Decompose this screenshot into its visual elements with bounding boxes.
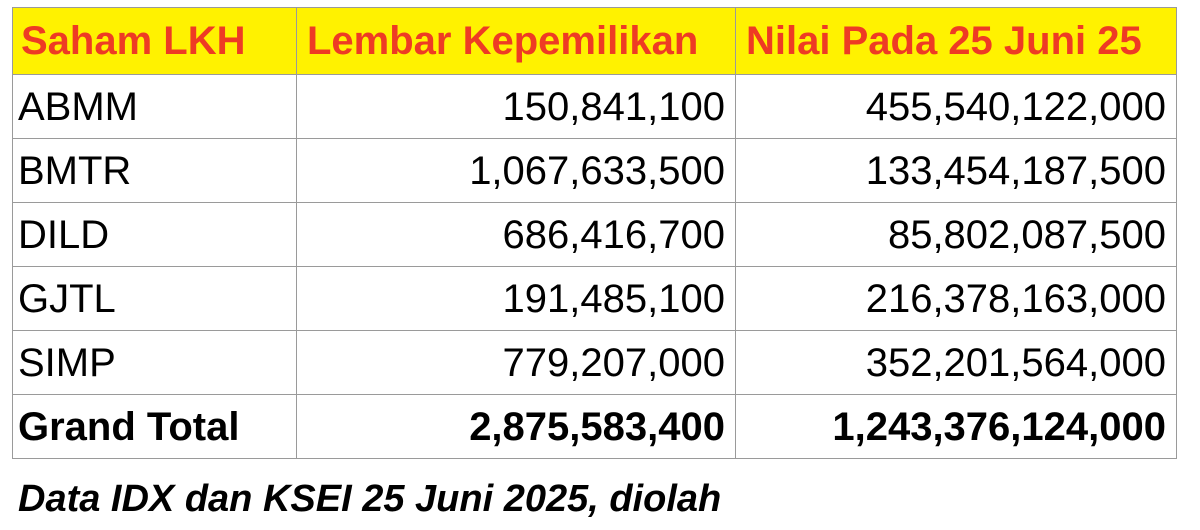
grand-total-lembar: 2,875,583,400	[296, 394, 736, 459]
cell-nilai: 352,201,564,000	[735, 330, 1177, 395]
table-row: GJTL 191,485,100 216,378,163,000	[12, 266, 1177, 331]
source-caption: Data IDX dan KSEI 25 Juni 2025, diolah	[18, 478, 722, 520]
cell-saham: BMTR	[12, 138, 297, 203]
cell-lembar: 191,485,100	[296, 266, 736, 331]
table-row: ABMM 150,841,100 455,540,122,000	[12, 74, 1177, 139]
grand-total-nilai: 1,243,376,124,000	[735, 394, 1177, 459]
cell-saham: SIMP	[12, 330, 297, 395]
cell-saham: DILD	[12, 202, 297, 267]
cell-saham: GJTL	[12, 266, 297, 331]
header-nilai: Nilai Pada 25 Juni 25	[735, 7, 1177, 75]
table-header-row: Saham LKH Lembar Kepemilikan Nilai Pada …	[12, 7, 1177, 75]
header-lembar: Lembar Kepemilikan	[296, 7, 736, 75]
holdings-table: Saham LKH Lembar Kepemilikan Nilai Pada …	[12, 7, 1177, 459]
table-row: BMTR 1,067,633,500 133,454,187,500	[12, 138, 1177, 203]
cell-lembar: 779,207,000	[296, 330, 736, 395]
cell-saham: ABMM	[12, 74, 297, 139]
cell-lembar: 686,416,700	[296, 202, 736, 267]
cell-nilai: 455,540,122,000	[735, 74, 1177, 139]
holdings-table-container: Saham LKH Lembar Kepemilikan Nilai Pada …	[12, 7, 1177, 459]
table-row: SIMP 779,207,000 352,201,564,000	[12, 330, 1177, 395]
cell-nilai: 85,802,087,500	[735, 202, 1177, 267]
cell-nilai: 216,378,163,000	[735, 266, 1177, 331]
header-saham: Saham LKH	[12, 7, 297, 75]
table-row: DILD 686,416,700 85,802,087,500	[12, 202, 1177, 267]
cell-nilai: 133,454,187,500	[735, 138, 1177, 203]
cell-lembar: 1,067,633,500	[296, 138, 736, 203]
grand-total-label: Grand Total	[12, 394, 297, 459]
grand-total-row: Grand Total 2,875,583,400 1,243,376,124,…	[12, 394, 1177, 459]
cell-lembar: 150,841,100	[296, 74, 736, 139]
